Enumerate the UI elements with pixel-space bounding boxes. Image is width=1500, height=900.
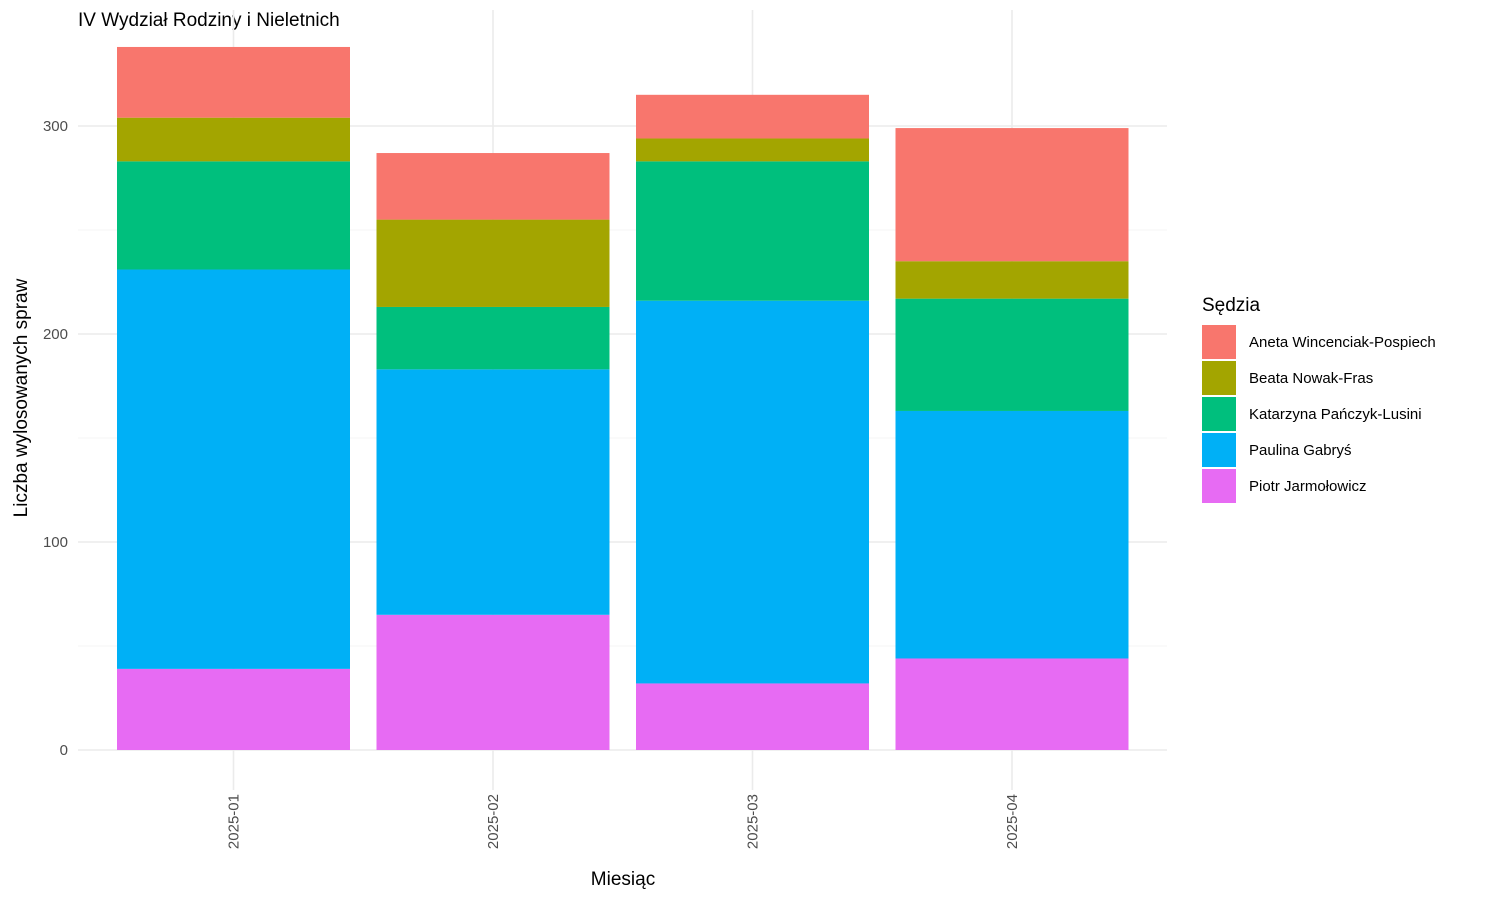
bar-segment bbox=[117, 117, 350, 162]
legend-label: Piotr Jarmołowicz bbox=[1249, 478, 1367, 495]
legend-label: Paulina Gabryś bbox=[1249, 442, 1352, 459]
bars bbox=[117, 46, 1129, 750]
y-axis-title: Liczba wylosowanych spraw bbox=[11, 278, 32, 517]
y-axis-ticks: 0 100 200 300 bbox=[43, 118, 68, 759]
y-tick-label: 300 bbox=[43, 118, 68, 135]
legend-label: Katarzyna Pańczyk-Lusini bbox=[1249, 406, 1422, 423]
legend-key bbox=[1202, 325, 1236, 359]
x-tick-label: 2025-03 bbox=[745, 794, 762, 849]
bar-segment bbox=[376, 369, 610, 615]
x-tick-label: 2025-04 bbox=[1004, 794, 1021, 849]
bar-segment bbox=[895, 298, 1129, 411]
bar-segment bbox=[636, 161, 869, 301]
bar-segment bbox=[376, 219, 610, 307]
bar-segment bbox=[636, 683, 869, 750]
bar-segment bbox=[117, 46, 350, 118]
bar-segment bbox=[895, 261, 1129, 299]
bar-segment bbox=[636, 94, 869, 139]
bar-segment bbox=[636, 300, 869, 684]
legend-key bbox=[1202, 469, 1236, 503]
x-tick-label: 2025-02 bbox=[485, 794, 502, 849]
bar-segment bbox=[117, 668, 350, 750]
bar-segment bbox=[895, 658, 1129, 750]
x-axis-ticks: 2025-01 2025-02 2025-03 2025-04 bbox=[226, 794, 1022, 849]
bar-segment bbox=[117, 269, 350, 669]
bar-segment bbox=[895, 128, 1129, 262]
legend-key bbox=[1202, 361, 1236, 395]
legend-title: Sędzia bbox=[1202, 295, 1261, 316]
bar-segment bbox=[376, 306, 610, 370]
y-tick-label: 100 bbox=[43, 534, 68, 551]
bar-segment bbox=[376, 614, 610, 750]
x-axis-title: Miesiąc bbox=[591, 869, 655, 890]
legend-label: Aneta Wincenciak-Pospiech bbox=[1249, 334, 1436, 351]
x-tick-label: 2025-01 bbox=[226, 794, 243, 849]
bar-segment bbox=[117, 161, 350, 270]
legend-label: Beata Nowak-Fras bbox=[1249, 370, 1373, 387]
legend-key bbox=[1202, 397, 1236, 431]
bar-segment bbox=[636, 138, 869, 162]
bar-segment bbox=[376, 153, 610, 220]
bar-segment bbox=[895, 410, 1129, 659]
y-tick-label: 200 bbox=[43, 326, 68, 343]
y-tick-label: 0 bbox=[60, 742, 68, 759]
chart-title: IV Wydział Rodziny i Nieletnich bbox=[78, 10, 340, 31]
legend-key bbox=[1202, 433, 1236, 467]
legend: Sędzia Aneta Wincenciak-Pospiech Beata No… bbox=[1202, 295, 1436, 503]
